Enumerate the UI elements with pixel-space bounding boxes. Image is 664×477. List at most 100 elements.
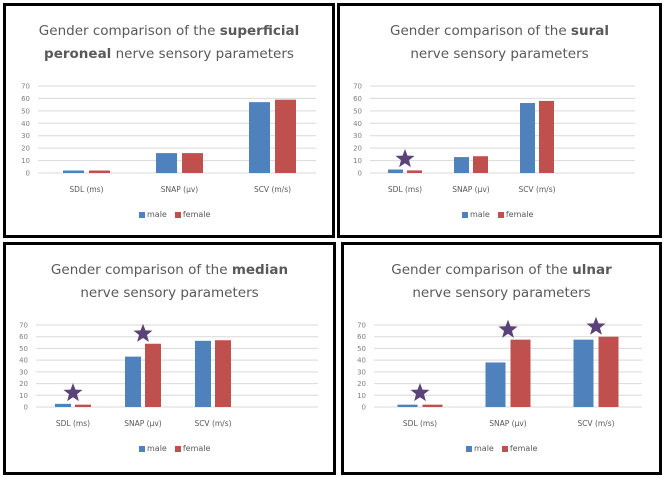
significance-star-icon bbox=[586, 316, 606, 335]
chart-panel-median: Gender comparison of the median nerve sen… bbox=[3, 242, 336, 475]
bar-male bbox=[125, 356, 141, 407]
legend-swatch bbox=[497, 211, 504, 218]
y-tick-label: 50 bbox=[357, 345, 366, 353]
legend-swatch bbox=[466, 445, 472, 452]
chart-title-line: nerve sensory parameters bbox=[340, 43, 659, 66]
y-tick-label: 60 bbox=[21, 95, 30, 103]
legend-item-female: female bbox=[174, 210, 210, 219]
chart-legend: male female bbox=[462, 210, 533, 219]
bar-female bbox=[510, 339, 531, 407]
chart-legend: male female bbox=[139, 210, 210, 219]
title-nerve-name: superficial bbox=[219, 23, 300, 39]
chart-title-line: Gender comparison of the ulnar bbox=[344, 259, 659, 282]
y-tick-label: 20 bbox=[353, 145, 362, 153]
title-text: nerve sensory parameters bbox=[410, 46, 589, 62]
x-category-label: SCV (m/s) bbox=[577, 419, 614, 428]
y-tick-label: 60 bbox=[19, 333, 28, 341]
title-text: Gender comparison of the bbox=[50, 262, 232, 278]
legend-item-male: male bbox=[139, 210, 167, 219]
bar-male bbox=[55, 403, 71, 407]
y-tick-label: 30 bbox=[353, 132, 362, 140]
y-tick-label: 10 bbox=[353, 157, 362, 165]
title-text: nerve sensory parameters bbox=[111, 46, 294, 62]
bar-chart: 0 10 20 30 40 50 60 70 SDL (ms) SNAP (µv) SCV (m/s… bbox=[357, 316, 642, 428]
y-tick-label: 40 bbox=[19, 357, 28, 365]
y-tick-label: 20 bbox=[357, 380, 366, 388]
chart-title: Gender comparison of the sural nerve sens… bbox=[340, 20, 659, 66]
y-tick-label: 60 bbox=[357, 333, 366, 341]
title-text: nerve sensory parameters bbox=[80, 285, 259, 301]
y-tick-label: 70 bbox=[353, 83, 362, 91]
chart-title: Gender comparison of the ulnar nerve sens… bbox=[344, 259, 659, 305]
bar-female bbox=[275, 99, 296, 173]
y-tick-label: 30 bbox=[357, 368, 366, 376]
bar-female bbox=[422, 404, 443, 407]
title-nerve-name: median bbox=[231, 262, 289, 278]
chart-title-line: Gender comparison of the sural bbox=[340, 20, 659, 43]
legend-label: female bbox=[505, 210, 534, 219]
bar-female bbox=[598, 336, 619, 407]
chart-panel-superficial-peroneal: Gender comparison of the superficial pero… bbox=[3, 3, 335, 238]
chart-panel-sural: Gender comparison of the sural nerve sens… bbox=[337, 3, 662, 238]
legend-label: male bbox=[470, 210, 490, 219]
legend-label: male bbox=[147, 210, 167, 219]
y-tick-label: 40 bbox=[353, 120, 362, 128]
legend-label: female bbox=[182, 444, 211, 453]
y-tick-label: 50 bbox=[21, 107, 30, 115]
significance-star-icon bbox=[63, 383, 83, 402]
y-tick-label: 30 bbox=[21, 132, 30, 140]
significance-star-icon bbox=[133, 323, 153, 342]
y-tick-label: 0 bbox=[358, 170, 362, 178]
bar-male bbox=[195, 340, 211, 407]
x-category-label: SNAP (µv) bbox=[161, 185, 199, 194]
chart-title-line: Gender comparison of the superficial bbox=[6, 20, 332, 43]
y-tick-label: 0 bbox=[362, 404, 366, 412]
legend-item-female: female bbox=[497, 210, 534, 219]
y-tick-label: 0 bbox=[26, 170, 30, 178]
x-category-label: SNAP (µv) bbox=[489, 419, 527, 428]
chart-title-line: peroneal nerve sensory parameters bbox=[6, 43, 332, 66]
bar-male bbox=[156, 153, 177, 173]
bar-female bbox=[75, 404, 91, 407]
y-tick-label: 70 bbox=[19, 322, 28, 330]
chart-panel-ulnar: Gender comparison of the ulnar nerve sens… bbox=[341, 242, 662, 475]
legend-label: female bbox=[509, 444, 538, 453]
y-tick-label: 60 bbox=[353, 95, 362, 103]
bar-male bbox=[249, 102, 270, 173]
title-nerve-name: peroneal bbox=[44, 46, 112, 62]
significance-star-icon bbox=[410, 383, 430, 402]
legend-item-male: male bbox=[139, 444, 167, 453]
x-category-label: SDL (ms) bbox=[388, 185, 422, 194]
y-tick-label: 40 bbox=[357, 357, 366, 365]
legend-label: male bbox=[474, 444, 494, 453]
bar-male bbox=[397, 404, 418, 407]
y-tick-label: 70 bbox=[21, 83, 30, 91]
title-text: Gender comparison of the bbox=[38, 23, 220, 39]
bar-female bbox=[215, 340, 231, 407]
bar-male bbox=[454, 157, 469, 173]
legend-swatch bbox=[174, 445, 181, 452]
bar-male bbox=[485, 362, 506, 407]
bar-female bbox=[539, 100, 554, 173]
title-text: nerve sensory parameters bbox=[412, 285, 591, 301]
legend-swatch bbox=[462, 211, 468, 218]
x-category-label: SDL (ms) bbox=[56, 419, 90, 428]
y-tick-label: 20 bbox=[19, 380, 28, 388]
bar-chart: 0 10 20 30 40 50 60 70 SDL (ms) SNAP (µv) SCV (m/s… bbox=[353, 83, 635, 194]
x-category-label: SCV (m/s) bbox=[254, 185, 291, 194]
x-category-label: SNAP (µv) bbox=[124, 419, 162, 428]
title-nerve-name: ulnar bbox=[572, 262, 612, 278]
title-text: Gender comparison of the bbox=[391, 262, 573, 278]
legend-swatch bbox=[139, 211, 145, 218]
chart-title: Gender comparison of the median nerve sen… bbox=[6, 259, 333, 305]
legend-item-female: female bbox=[501, 444, 538, 453]
chart-title-line: nerve sensory parameters bbox=[6, 282, 333, 305]
bar-female bbox=[473, 156, 488, 173]
significance-star-icon bbox=[498, 319, 518, 338]
y-tick-label: 30 bbox=[19, 368, 28, 376]
y-tick-label: 20 bbox=[21, 145, 30, 153]
y-tick-label: 50 bbox=[353, 107, 362, 115]
y-tick-label: 10 bbox=[357, 392, 366, 400]
x-category-label: SCV (m/s) bbox=[194, 419, 231, 428]
legend-swatch bbox=[174, 211, 181, 218]
